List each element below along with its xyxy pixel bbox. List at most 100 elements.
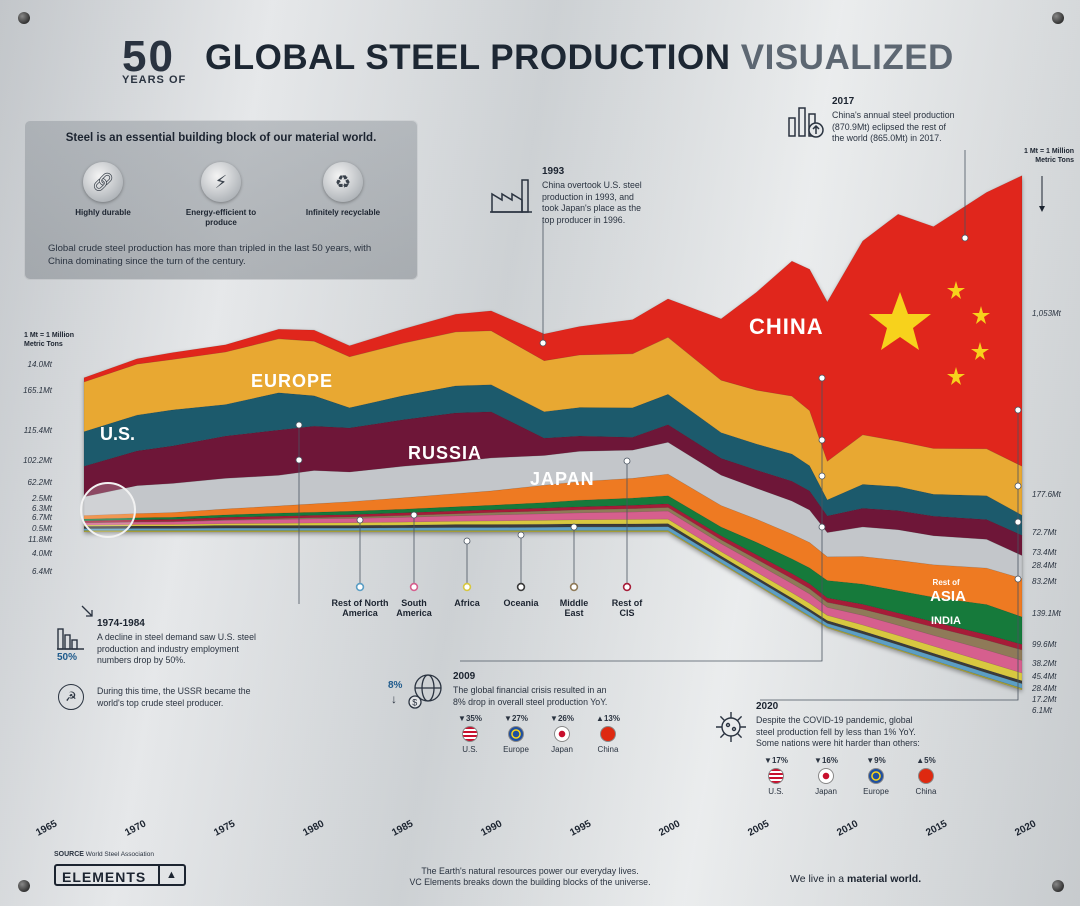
property-energy: ⚡︎ Energy-efficient to produce: [166, 162, 276, 228]
annotation-dots: [295, 234, 1022, 583]
note-1974-year: 1974-1984: [97, 618, 145, 629]
unit-note-right: 1 Mt = 1 Million Metric Tons: [1024, 148, 1074, 164]
screw-icon: [1052, 12, 1064, 24]
change-item: ▼26% Japan: [542, 714, 582, 754]
intro-body: Global crude steel production has more t…: [48, 243, 372, 267]
property-label: Infinitely recyclable: [305, 208, 381, 217]
change-label: Europe: [503, 745, 529, 754]
end-value-label: 38.2Mt: [1032, 659, 1057, 668]
stacked-area-layers: [83, 175, 1023, 691]
region-label-oceania: Oceania: [503, 598, 539, 608]
note-2020-text: Despite the COVID-19 pandemic, global st…: [756, 715, 976, 750]
note-line: production and industry employment: [97, 643, 239, 654]
end-value-label: 139.1Mt: [1032, 609, 1062, 618]
start-value-label: 4.0Mt: [32, 549, 53, 558]
x-tick-label: 2000: [657, 818, 682, 838]
annotation-leader-lines: [298, 150, 1019, 701]
end-value-label: 17.2Mt: [1032, 695, 1057, 704]
unit-arrow-head-icon: [1039, 206, 1045, 212]
series-label-russia: RUSSIA: [408, 443, 482, 463]
note-line: the world (865.0Mt) in 2017.: [832, 133, 942, 143]
x-tick-label: 1990: [479, 818, 504, 838]
note-line: China's annual steel production: [832, 110, 955, 120]
footer-slogan-bold: material world.: [847, 873, 922, 885]
end-value-label: 6.1Mt: [1032, 706, 1053, 715]
screw-icon: [18, 12, 30, 24]
start-value-label: 62.2Mt: [28, 478, 53, 487]
elements-logo: ELEMENTS ▲: [54, 864, 186, 886]
note-line: (870.9Mt) eclipsed the rest of: [832, 121, 946, 132]
end-value-label: 177.6Mt: [1032, 490, 1062, 499]
note-line: Despite the COVID-19 pandemic, global: [756, 715, 913, 725]
end-value-label: 28.4Mt: [1031, 561, 1057, 570]
end-value-label: 45.4Mt: [1032, 672, 1057, 681]
note-line: numbers drop by 50%.: [97, 655, 186, 665]
change-list-2020: ▼17% U.S. ▼16% Japan ▼9% Europe ▲5% China: [756, 756, 956, 800]
footer-tagline: The Earth's natural resources power our …: [380, 866, 680, 888]
x-tick-label: 1985: [390, 818, 415, 838]
start-value-label: 6.4Mt: [32, 567, 53, 576]
series-label-japan: JAPAN: [530, 469, 595, 489]
svg-text:$: $: [412, 698, 417, 708]
title-number: 50: [122, 32, 175, 81]
footer-slogan: We live in a material world.: [790, 873, 921, 885]
region-label-rest-of-cis: Rest of CIS: [611, 598, 643, 618]
change-label: China: [597, 745, 619, 754]
note-line: Some nations were hit harder than others…: [756, 738, 920, 748]
us-flag-icon: [768, 768, 784, 784]
note-1993-year: 1993: [542, 166, 565, 177]
region-label-markers: [355, 582, 632, 592]
footer-line: The Earth's natural resources power our …: [421, 866, 639, 876]
property-durable: 🔗︎ Highly durable: [48, 162, 158, 218]
note-line: China overtook U.S. steel: [542, 180, 642, 190]
logo-text: ELEMENTS: [62, 869, 147, 885]
end-value-label: 1,053Mt: [1032, 309, 1062, 318]
declining-bars-icon: [57, 628, 84, 650]
change-item: ▼16% Japan: [806, 756, 846, 796]
note-ussr-text: During this time, the USSR became the wo…: [97, 686, 307, 709]
screw-icon: [1052, 880, 1064, 892]
change-value: ▼35%: [458, 714, 482, 723]
note-1993-text: China overtook U.S. steel production in …: [542, 180, 682, 226]
title-main-text: GLOBAL STEEL PRODUCTION: [205, 38, 731, 77]
virus-icon: [716, 712, 746, 742]
change-value: ▲13%: [596, 714, 620, 723]
logo-mark-icon: ▲: [158, 866, 184, 884]
footer-source: SOURCE World Steel Association: [54, 851, 154, 858]
region-label-africa: Africa: [454, 598, 480, 608]
change-item: ▼35% U.S.: [450, 714, 490, 754]
start-value-label: 102.2Mt: [23, 456, 53, 465]
change-value: ▼17%: [764, 756, 788, 765]
change-label: Japan: [815, 787, 837, 796]
change-value: ▼26%: [550, 714, 574, 723]
china-flag-icon: [918, 768, 934, 784]
title-accent-text: VISUALIZED: [740, 38, 954, 77]
down-arrow-icon: ↓: [391, 692, 397, 706]
note-2009-text: The global financial crisis resulted in …: [453, 685, 663, 708]
note-2017-text: China's annual steel production (870.9Mt…: [832, 110, 1002, 145]
globe-dollar-icon: $: [408, 674, 442, 709]
change-label: Europe: [863, 787, 889, 796]
start-value-label: 0.5Mt: [32, 524, 53, 533]
x-tick-label: 1970: [123, 818, 148, 838]
region-label-rest-of-north-america: Rest of North America: [331, 598, 389, 618]
screw-icon: [18, 880, 30, 892]
note-line: The global financial crisis resulted in …: [453, 685, 607, 695]
end-value-label: 83.2Mt: [1032, 577, 1057, 586]
series-label-us: U.S.: [100, 424, 135, 444]
change-label: China: [915, 787, 937, 796]
note-2017-year: 2017: [832, 96, 855, 107]
recycle-icon: ♻︎: [323, 162, 363, 202]
change-label: U.S.: [768, 787, 784, 796]
page-title: GLOBAL STEEL PRODUCTION VISUALIZED: [205, 38, 954, 78]
bar-growth-icon: [788, 107, 824, 138]
series-label-europe: EUROPE: [251, 371, 333, 391]
x-tick-label: 1975: [212, 818, 237, 838]
x-axis-ticks: 1965 1970 1975 1980 1985 1990 1995 2000 2005 2010…: [34, 818, 1038, 838]
x-tick-label: 2010: [835, 818, 860, 838]
x-tick-label: 1980: [301, 818, 326, 838]
region-label-middle-east: Middle East: [559, 598, 589, 618]
footer-source-text: World Steel Association: [85, 851, 154, 858]
